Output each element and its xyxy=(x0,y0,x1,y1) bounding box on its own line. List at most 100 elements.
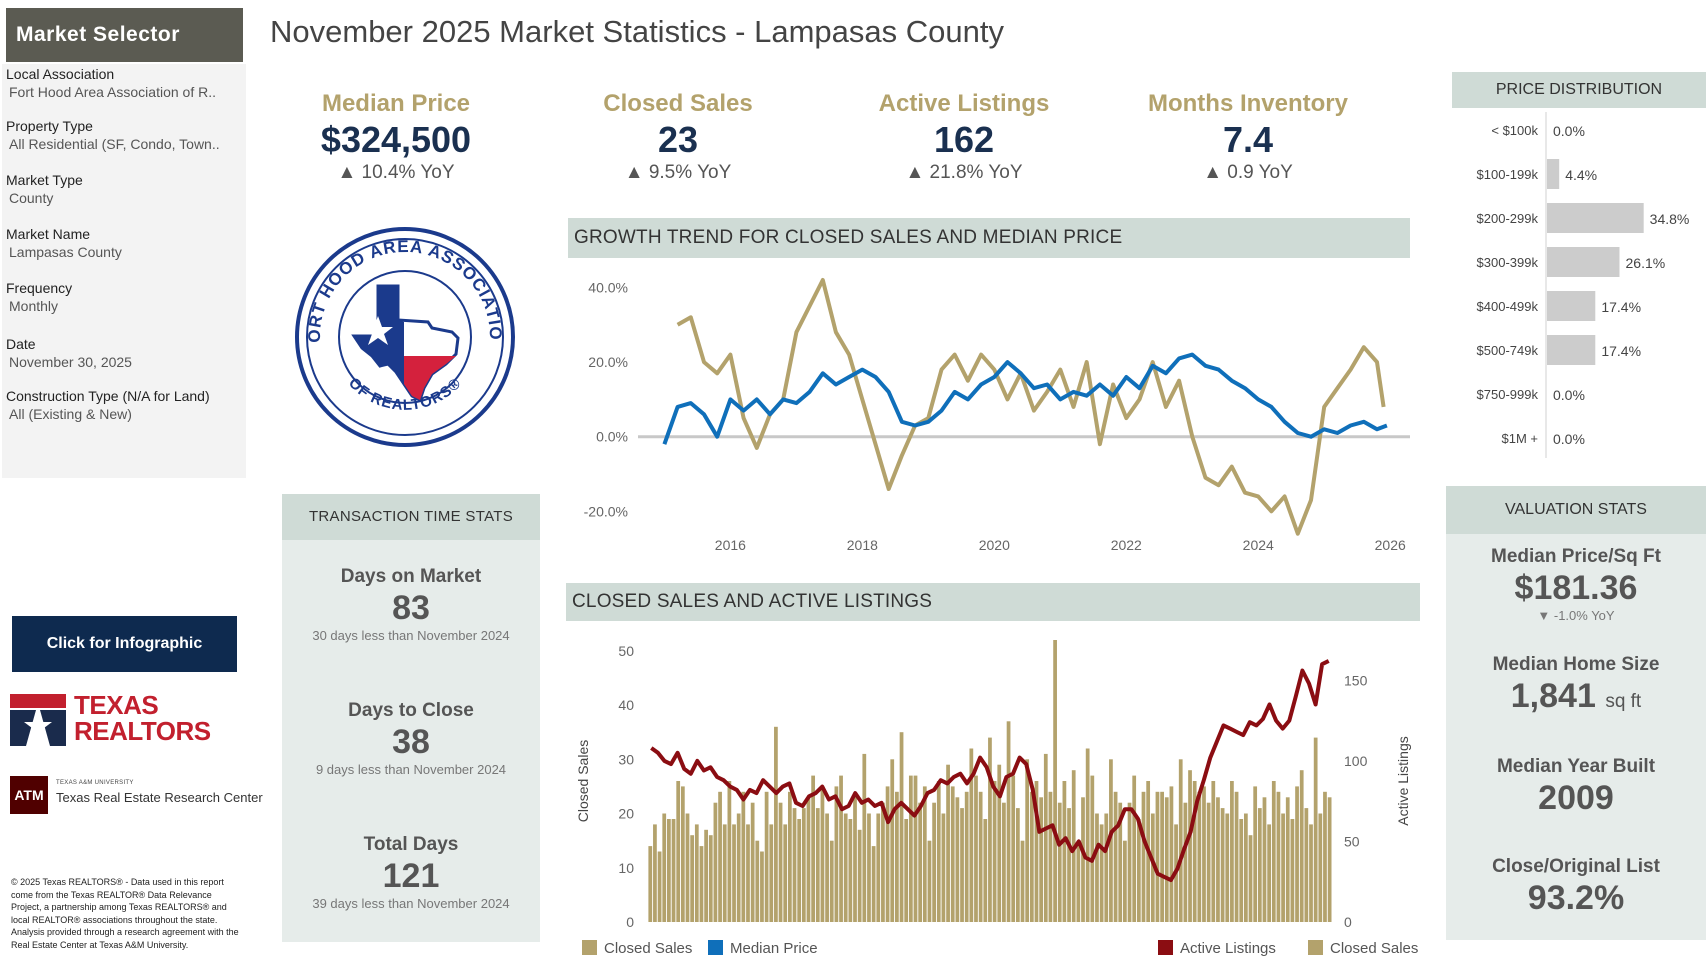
y-tick-label: 50 xyxy=(618,643,634,659)
filter-frequency[interactable]: Frequency Monthly xyxy=(6,280,242,314)
stat-median-price-sqft: Median Price/Sq Ft $181.36 ▼ -1.0% YoY xyxy=(1446,546,1706,623)
filter-value[interactable]: County xyxy=(9,190,54,206)
closed-sales-bar xyxy=(741,791,746,922)
filter-value[interactable]: All (Existing & New) xyxy=(9,406,132,422)
price-category-label: $750-999k xyxy=(1477,387,1539,402)
growth-trend-chart: 40.0% 20.0% 0.0% -20.0% 2016 2018 2020 2022 2024… xyxy=(584,278,1410,553)
price-distribution-header: PRICE DISTRIBUTION xyxy=(1452,72,1706,108)
infographic-button[interactable]: Click for Infographic xyxy=(12,616,237,672)
filter-local-association[interactable]: Local Association Fort Hood Area Associa… xyxy=(6,66,242,100)
filter-value[interactable]: Fort Hood Area Association of R.. xyxy=(9,84,216,100)
closed-sales-bar xyxy=(662,813,667,922)
filter-value[interactable]: November 30, 2025 xyxy=(9,354,132,370)
closed-sales-bar xyxy=(676,781,681,922)
closed-sales-bar xyxy=(1090,775,1095,922)
kpi-active-listings: Active Listings 162 ▲ 21.8% YoY xyxy=(834,90,1094,184)
closed-sales-bar xyxy=(895,791,899,922)
price-category-label: $1M + xyxy=(1502,431,1539,446)
closed-sales-bar xyxy=(1243,813,1248,922)
closed-sales-bar xyxy=(908,775,913,922)
price-value-label: 0.0% xyxy=(1553,431,1585,447)
closed-sales-bar xyxy=(974,775,978,922)
closed-sales-bar xyxy=(778,802,783,922)
closed-sales-bar xyxy=(1285,797,1290,922)
closed-sales-bar xyxy=(1253,786,1258,922)
kpi-months-inventory: Months Inventory 7.4 ▲ 0.9 YoY xyxy=(1118,90,1378,184)
filter-property-type[interactable]: Property Type All Residential (SF, Condo… xyxy=(6,118,242,152)
stat-yoy: ▼ -1.0% YoY xyxy=(1537,608,1615,623)
closed-sales-bar xyxy=(1262,797,1267,922)
filter-value[interactable]: All Residential (SF, Condo, Town.. xyxy=(9,136,220,152)
legend-active-listings: Active Listings xyxy=(1158,940,1276,957)
texas-realtors-icon xyxy=(10,694,66,746)
closed-sales-bar xyxy=(704,829,708,922)
transaction-stats-panel xyxy=(282,494,540,942)
price-category-label: $500-749k xyxy=(1477,343,1539,358)
closed-sales-bar xyxy=(1141,791,1146,922)
closed-sales-bar xyxy=(1039,797,1044,922)
price-value-label: 0.0% xyxy=(1553,123,1585,139)
stat-comparison: 39 days less than November 2024 xyxy=(312,896,510,911)
closed-sales-bar xyxy=(1239,819,1244,922)
filter-construction-type[interactable]: Construction Type (N/A for Land) All (Ex… xyxy=(6,388,242,422)
kpi-closed-sales: Closed Sales 23 ▲ 9.5% YoY xyxy=(548,90,808,184)
closed-sales-bar xyxy=(1011,775,1016,922)
closed-sales-bar xyxy=(871,846,876,922)
closed-sales-bar xyxy=(727,781,732,922)
stat-value: 93.2% xyxy=(1527,879,1625,917)
filter-market-name[interactable]: Market Name Lampasas County xyxy=(6,226,242,260)
y2-tick-label: 150 xyxy=(1344,672,1368,688)
stat-value: 83 xyxy=(392,589,430,627)
closed-sales-bar xyxy=(1202,786,1206,922)
price-category-label: $300-399k xyxy=(1477,255,1539,270)
closed-sales-bar xyxy=(1276,791,1281,922)
kpi-yoy: ▲ 9.5% YoY xyxy=(624,162,732,183)
closed-sales-bar xyxy=(708,835,713,922)
kpi-value: 23 xyxy=(657,119,699,160)
filter-label: Local Association xyxy=(6,66,115,82)
stat-value: 121 xyxy=(382,857,440,895)
closed-sales-bar xyxy=(848,819,853,922)
stat-comparison: 30 days less than November 2024 xyxy=(312,628,510,643)
closed-sales-bar xyxy=(1109,759,1113,922)
closed-sales-bar xyxy=(829,840,834,922)
closed-sales-bar xyxy=(1095,813,1099,922)
filter-market-type[interactable]: Market Type County xyxy=(6,172,242,206)
closed-sales-bar xyxy=(936,781,941,922)
x-tick-label: 2026 xyxy=(1375,537,1406,553)
closed-sales-bar xyxy=(946,764,950,922)
closed-sales-bar xyxy=(1132,775,1137,922)
closed-sales-bar xyxy=(1211,781,1216,922)
closed-sales-bar xyxy=(997,764,1002,922)
closed-sales-bar xyxy=(1150,813,1155,922)
filter-date[interactable]: Date November 30, 2025 xyxy=(6,336,242,370)
closed-sales-bar xyxy=(1081,797,1085,922)
closed-sales-bar xyxy=(1155,791,1160,922)
closed-sales-bar xyxy=(1295,786,1299,922)
stat-comparison: 9 days less than November 2024 xyxy=(315,762,507,777)
y-tick-label: 30 xyxy=(618,751,634,767)
closed-sales-bar xyxy=(825,813,829,922)
price-value-label: 17.4% xyxy=(1601,343,1641,359)
price-value-label: 4.4% xyxy=(1565,167,1597,183)
filter-label: Property Type xyxy=(6,118,93,134)
kpi-yoy: ▲ 0.9 YoY xyxy=(1203,162,1293,183)
closed-sales-bar xyxy=(1220,808,1225,922)
closed-sales-bar xyxy=(1164,797,1169,922)
filter-value[interactable]: Lampasas County xyxy=(9,244,122,260)
x-tick-label: 2024 xyxy=(1243,537,1274,553)
closed-sales-bar xyxy=(732,824,736,922)
market-selector-title: Market Selector xyxy=(6,8,243,62)
stat-label: Total Days xyxy=(363,834,459,855)
closed-sales-bar xyxy=(1248,835,1253,922)
closed-sales-bar xyxy=(1197,791,1202,922)
closed-sales-bar xyxy=(1099,824,1104,922)
closed-sales-bar xyxy=(1043,753,1048,922)
closed-sales-bar xyxy=(1318,813,1323,922)
closed-sales-bar xyxy=(955,797,960,922)
y-tick-label: -20.0% xyxy=(584,503,628,519)
y-tick-label: 20 xyxy=(618,806,634,822)
closed-sales-bar xyxy=(1085,748,1090,922)
filter-value[interactable]: Monthly xyxy=(9,298,59,314)
closed-sales-bar xyxy=(1290,819,1295,922)
